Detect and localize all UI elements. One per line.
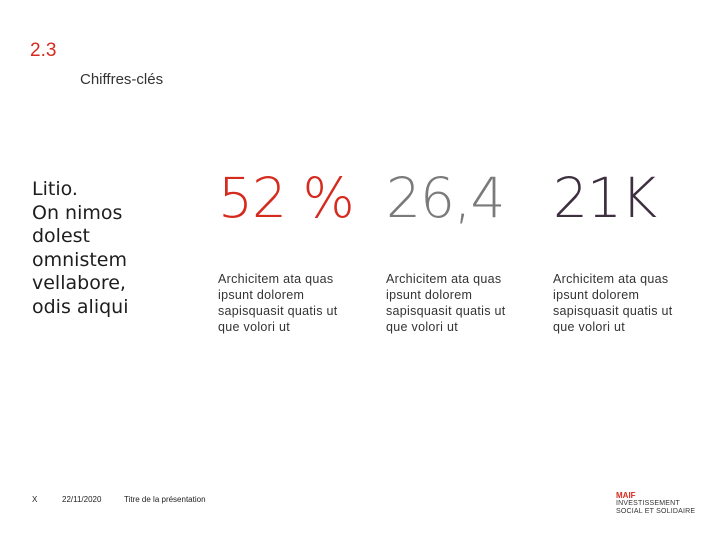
kpi-description-2: Archicitem ata quas ipsunt dolorem sapis…	[386, 271, 546, 335]
kpi-block-1: 52 % Archicitem ata quas ipsunt dolorem …	[218, 163, 378, 335]
intro-line: Litio.	[32, 178, 78, 200]
kpi-desc-line: Archicitem ata quas	[553, 272, 669, 286]
kpi-desc-line: Archicitem ata quas	[218, 272, 334, 286]
intro-line: vellabore,	[32, 272, 126, 294]
intro-line: omnistem	[32, 248, 127, 271]
kpi-value-3: 21K	[553, 166, 657, 230]
kpi-value-1: 52 %	[218, 166, 355, 230]
section-number: 2.3	[30, 40, 57, 61]
kpi-desc-line: ipsunt dolorem	[386, 288, 473, 302]
kpi-desc-line: Archicitem ata quas	[386, 272, 502, 286]
kpi-desc-line: ipsunt dolorem	[218, 288, 305, 302]
logo-brand: MAIF	[616, 491, 636, 500]
intro-line: odis aliqui	[32, 295, 129, 318]
kpi-desc-line: que volori ut	[553, 320, 625, 334]
kpi-desc-line: ipsunt dolorem	[553, 288, 640, 302]
intro-text: Litio. On nimos dolest omnistem vellabor…	[32, 178, 202, 319]
kpi-block-2: 26,4 Archicitem ata quas ipsunt dolorem …	[386, 163, 546, 335]
kpi-desc-line: que volori ut	[386, 320, 458, 334]
kpi-value-2: 26,4	[386, 166, 505, 230]
footer-date: 22/11/2020	[62, 495, 102, 504]
kpi-description-3: Archicitem ata quas ipsunt dolorem sapis…	[553, 271, 713, 335]
kpi-block-3: 21K Archicitem ata quas ipsunt dolorem s…	[553, 163, 713, 335]
footer-presentation-title: Titre de la présentation	[124, 495, 206, 504]
kpi-description-1: Archicitem ata quas ipsunt dolorem sapis…	[218, 271, 378, 335]
footer-page-number: X	[32, 495, 38, 504]
intro-line: dolest	[32, 225, 91, 247]
intro-line: On nimos	[32, 201, 123, 224]
section-title: Chiffres-clés	[80, 71, 164, 88]
kpi-desc-line: que volori ut	[218, 320, 290, 334]
maif-logo: MAIF INVESTISSEMENT SOCIAL ET SOLIDAIRE	[616, 491, 696, 516]
kpi-desc-line: sapisquasit quatis ut	[218, 304, 338, 318]
kpi-desc-line: sapisquasit quatis ut	[553, 304, 673, 318]
logo-line-2: SOCIAL ET SOLIDAIRE	[616, 508, 696, 515]
logo-line-1: INVESTISSEMENT	[616, 500, 680, 507]
kpi-desc-line: sapisquasit quatis ut	[386, 304, 506, 318]
